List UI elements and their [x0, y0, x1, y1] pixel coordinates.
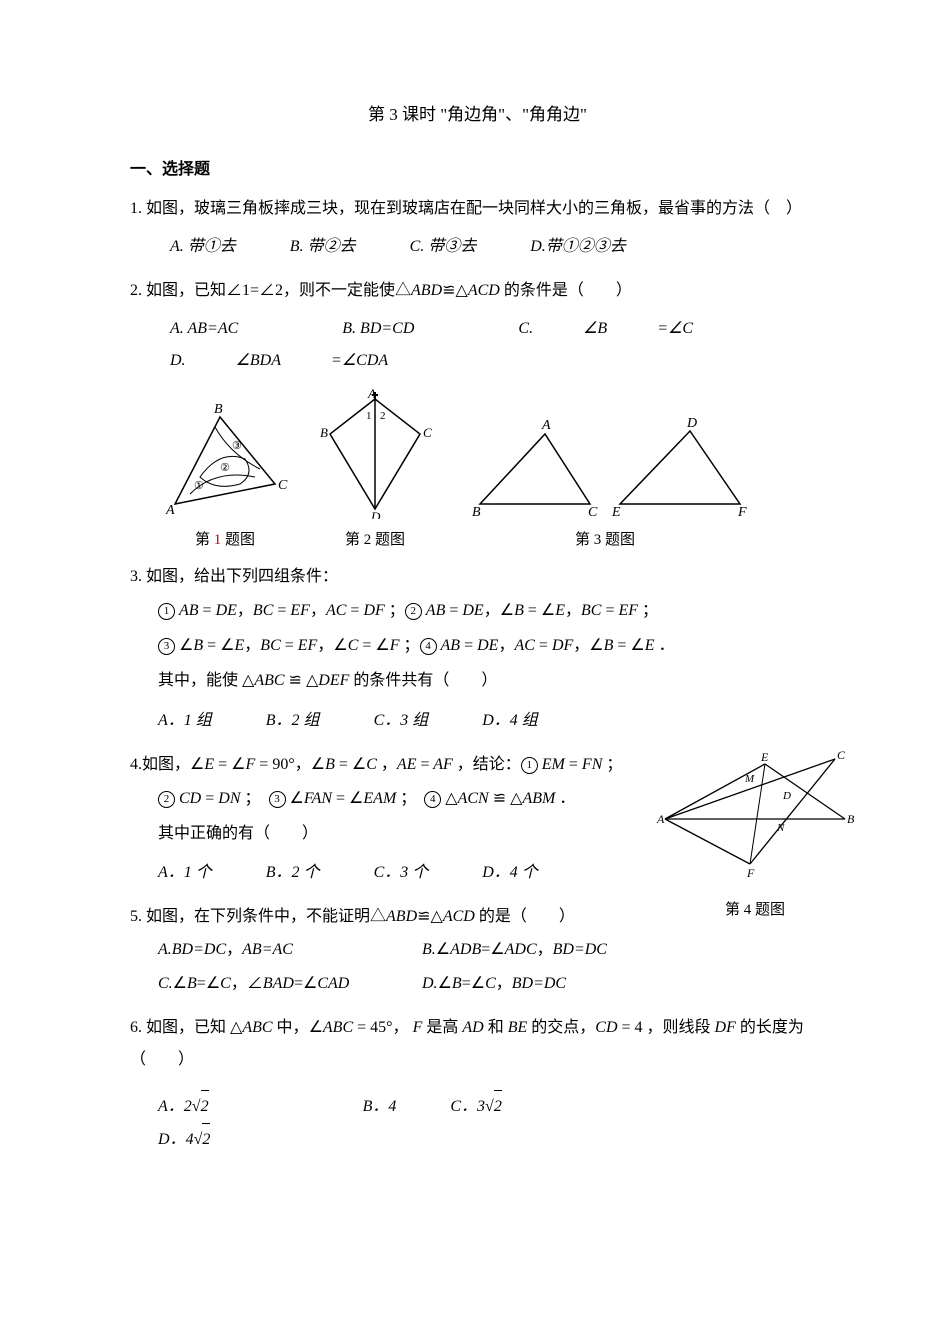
q3-line2: 3 ∠B = ∠E，BC = EF，∠C = ∠F ；4 AB = DE，AC … [158, 628, 825, 663]
q3-text: 如图，给出下列四组条件： [146, 568, 338, 585]
q4-opt-b: B．2 个 [266, 857, 320, 889]
svg-text:A: A [541, 418, 551, 433]
figure-2: 1 2 A B C D 第 2 题图 [310, 389, 440, 549]
svg-text:③: ③ [232, 440, 242, 452]
q5-text: 如图，在下列条件中，不能证明△ABD≌△ACD 的是（ ） [146, 908, 575, 925]
q3-line3: 其中，能使 △ABC ≌ △DEF 的条件共有（ ） [158, 663, 825, 698]
q1-options: A. 带①去 B. 带②去 C. 带③去 D.带①②③去 [170, 231, 825, 263]
svg-text:②: ② [220, 462, 230, 474]
q3-opt-a: A．1 组 [158, 705, 212, 737]
q5-opt-b: B.∠ADB=∠ADC，BD=DC [422, 941, 607, 958]
question-2: 2. 如图，已知∠1=∠2，则不一定能使△ABD≌△ACD 的条件是（ ） A.… [130, 275, 825, 377]
svg-text:M: M [744, 773, 755, 785]
q5-opt-d: D.∠B=∠C，BD=DC [422, 975, 566, 992]
q4-opt-c: C．3 个 [374, 857, 429, 889]
q5-row2: C.∠B=∠C，∠BAD=∠CAD D.∠B=∠C，BD=DC [158, 967, 825, 1001]
svg-text:A: A [367, 389, 376, 401]
q2-text: 如图，已知∠1=∠2，则不一定能使△ABD≌△ACD 的条件是（ ） [146, 282, 632, 299]
q5-number: 5. [130, 901, 142, 933]
q1-opt-b: B. 带②去 [290, 231, 356, 263]
fig4-caption: 第 4 题图 [655, 895, 855, 925]
fig3-caption: 第 3 题图 [460, 528, 750, 549]
svg-text:E: E [760, 750, 769, 764]
q2-options: A. AB=AC B. BD=CD C. ∠B=∠C D.∠BDA=∠CDA [170, 313, 825, 377]
q3-opt-d: D．4 组 [482, 705, 538, 737]
question-6: 6. 如图，已知 △ABC 中，∠ABC = 45°， F 是高 AD 和 BE… [130, 1012, 825, 1156]
q3-options: A．1 组 B．2 组 C．3 组 D．4 组 [158, 705, 825, 737]
q6-text: 如图，已知 △ABC 中，∠ABC = 45°， F 是高 AD 和 BE 的交… [130, 1019, 804, 1068]
q1-opt-d: D.带①②③去 [530, 231, 626, 263]
svg-text:E: E [611, 505, 621, 519]
q1-text: 如图，玻璃三角板摔成三块，现在到玻璃店在配一块同样大小的三角板，最省事的方法（ … [146, 200, 802, 217]
figure-row-1: ① ② ③ A B C 第 1 题图 1 2 A B C D 第 [160, 389, 825, 549]
figure-1: ① ② ③ A B C 第 1 题图 [160, 399, 290, 549]
q1-opt-a: A. 带①去 [170, 231, 236, 263]
svg-text:N: N [776, 822, 785, 834]
svg-text:F: F [746, 866, 755, 879]
fig4-svg: A B C E F M D N [655, 749, 855, 879]
svg-text:B: B [847, 812, 855, 826]
figure-3: A B C D E F 第 3 题图 [460, 409, 750, 549]
svg-text:B: B [472, 505, 481, 519]
q6-opt-d: D．4√2 [158, 1123, 310, 1156]
q4-opt-a: A．1 个 [158, 857, 212, 889]
svg-text:C: C [588, 505, 598, 519]
q6-number: 6. [130, 1012, 142, 1044]
page-title: 第 3 课时 "角边角"、"角角边" [130, 100, 825, 125]
fig1-cap-a: 第 [195, 532, 210, 548]
section-header-1: 一、选择题 [130, 155, 825, 179]
q6-options: A．2√2 B．4 C．3√2 D．4√2 [158, 1090, 825, 1156]
fig2-svg: 1 2 A B C D [310, 389, 440, 519]
q3-opt-c: C．3 组 [374, 705, 429, 737]
fig1-cap-c: 题图 [221, 532, 255, 548]
svg-text:A: A [165, 503, 175, 518]
q2-opt-c: C. ∠B=∠C [518, 313, 743, 345]
svg-text:1: 1 [366, 410, 372, 422]
q3-opt-b: B．2 组 [266, 705, 320, 737]
q5-opt-a: A.BD=DC，AB=AC [158, 933, 418, 967]
q6-opt-b: B．4 [363, 1091, 397, 1123]
svg-text:2: 2 [380, 410, 386, 422]
svg-text:C: C [278, 478, 288, 493]
svg-text:A: A [656, 812, 665, 826]
question-1: 1. 如图，玻璃三角板摔成三块，现在到玻璃店在配一块同样大小的三角板，最省事的方… [130, 193, 825, 263]
svg-text:C: C [837, 749, 846, 762]
q1-opt-c: C. 带③去 [410, 231, 477, 263]
q4-line1: 如图，∠E = ∠F = 90°，∠B = ∠C ，AE = AF ，结论：1 … [142, 756, 622, 773]
q4-number: 4. [130, 749, 142, 781]
q2-opt-d: D.∠BDA=∠CDA [170, 345, 438, 377]
fig2-caption: 第 2 题图 [310, 528, 440, 549]
q6-opt-a: A．2√2 [158, 1090, 309, 1123]
q6-opt-c: C．3√2 [450, 1090, 601, 1123]
figure-4: A B C E F M D N 第 4 题图 [655, 749, 855, 925]
question-3: 3. 如图，给出下列四组条件： 1 AB = DE，BC = EF，AC = D… [130, 561, 825, 737]
page: 第 3 课时 "角边角"、"角角边" 一、选择题 1. 如图，玻璃三角板摔成三块… [0, 0, 945, 1228]
q2-opt-b: B. BD=CD [342, 313, 464, 345]
q5-options: A.BD=DC，AB=AC B.∠ADB=∠ADC，BD=DC C.∠B=∠C，… [158, 933, 825, 1000]
svg-text:①: ① [194, 480, 204, 492]
svg-text:D: D [686, 416, 697, 431]
svg-text:D: D [370, 509, 381, 519]
question-4: A B C E F M D N 第 4 题图 4.如图，∠E = ∠F = 90… [130, 749, 825, 889]
q3-number: 3. [130, 561, 142, 593]
q5-opt-c: C.∠B=∠C，∠BAD=∠CAD [158, 967, 418, 1001]
q3-line1: 1 AB = DE，BC = EF，AC = DF ；2 AB = DE，∠B … [158, 593, 825, 628]
fig3-svg: A B C D E F [460, 409, 750, 519]
fig1-caption: 第 1 题图 [160, 528, 290, 549]
q2-number: 2. [130, 275, 142, 307]
svg-text:B: B [320, 425, 328, 440]
svg-text:D: D [782, 790, 791, 802]
q3-lines: 1 AB = DE，BC = EF，AC = DF ；2 AB = DE，∠B … [158, 593, 825, 699]
svg-text:C: C [423, 425, 432, 440]
q4-opt-d: D．4 个 [482, 857, 538, 889]
q5-row1: A.BD=DC，AB=AC B.∠ADB=∠ADC，BD=DC [158, 933, 825, 967]
q1-number: 1. [130, 193, 142, 225]
q2-opt-a: A. AB=AC [170, 313, 288, 345]
svg-text:F: F [737, 505, 747, 519]
fig1-svg: ① ② ③ A B C [160, 399, 290, 519]
svg-text:B: B [214, 402, 223, 417]
